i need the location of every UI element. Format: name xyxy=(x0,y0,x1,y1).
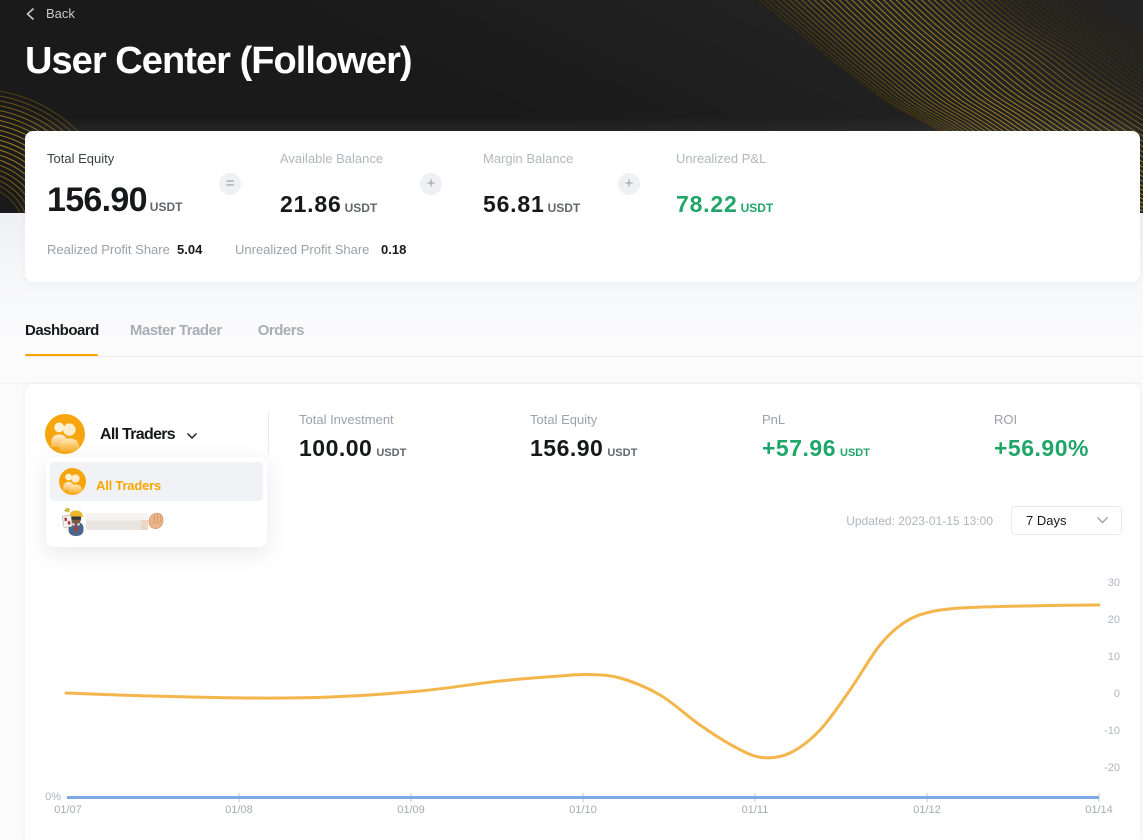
svg-text:-20: -20 xyxy=(1104,762,1120,774)
svg-text:-10: -10 xyxy=(1104,725,1120,737)
svg-text:01/09: 01/09 xyxy=(397,804,425,816)
svg-text:01/07: 01/07 xyxy=(54,804,82,816)
svg-text:0: 0 xyxy=(1114,688,1120,700)
svg-text:01/10: 01/10 xyxy=(569,804,597,816)
svg-text:0%: 0% xyxy=(45,791,61,803)
svg-text:20: 20 xyxy=(1108,614,1120,626)
svg-text:10: 10 xyxy=(1108,651,1120,663)
svg-text:01/12: 01/12 xyxy=(913,804,941,816)
svg-text:01/14: 01/14 xyxy=(1085,804,1113,816)
svg-text:30: 30 xyxy=(1108,577,1120,589)
svg-text:01/08: 01/08 xyxy=(225,804,253,816)
svg-text:01/11: 01/11 xyxy=(742,804,769,816)
